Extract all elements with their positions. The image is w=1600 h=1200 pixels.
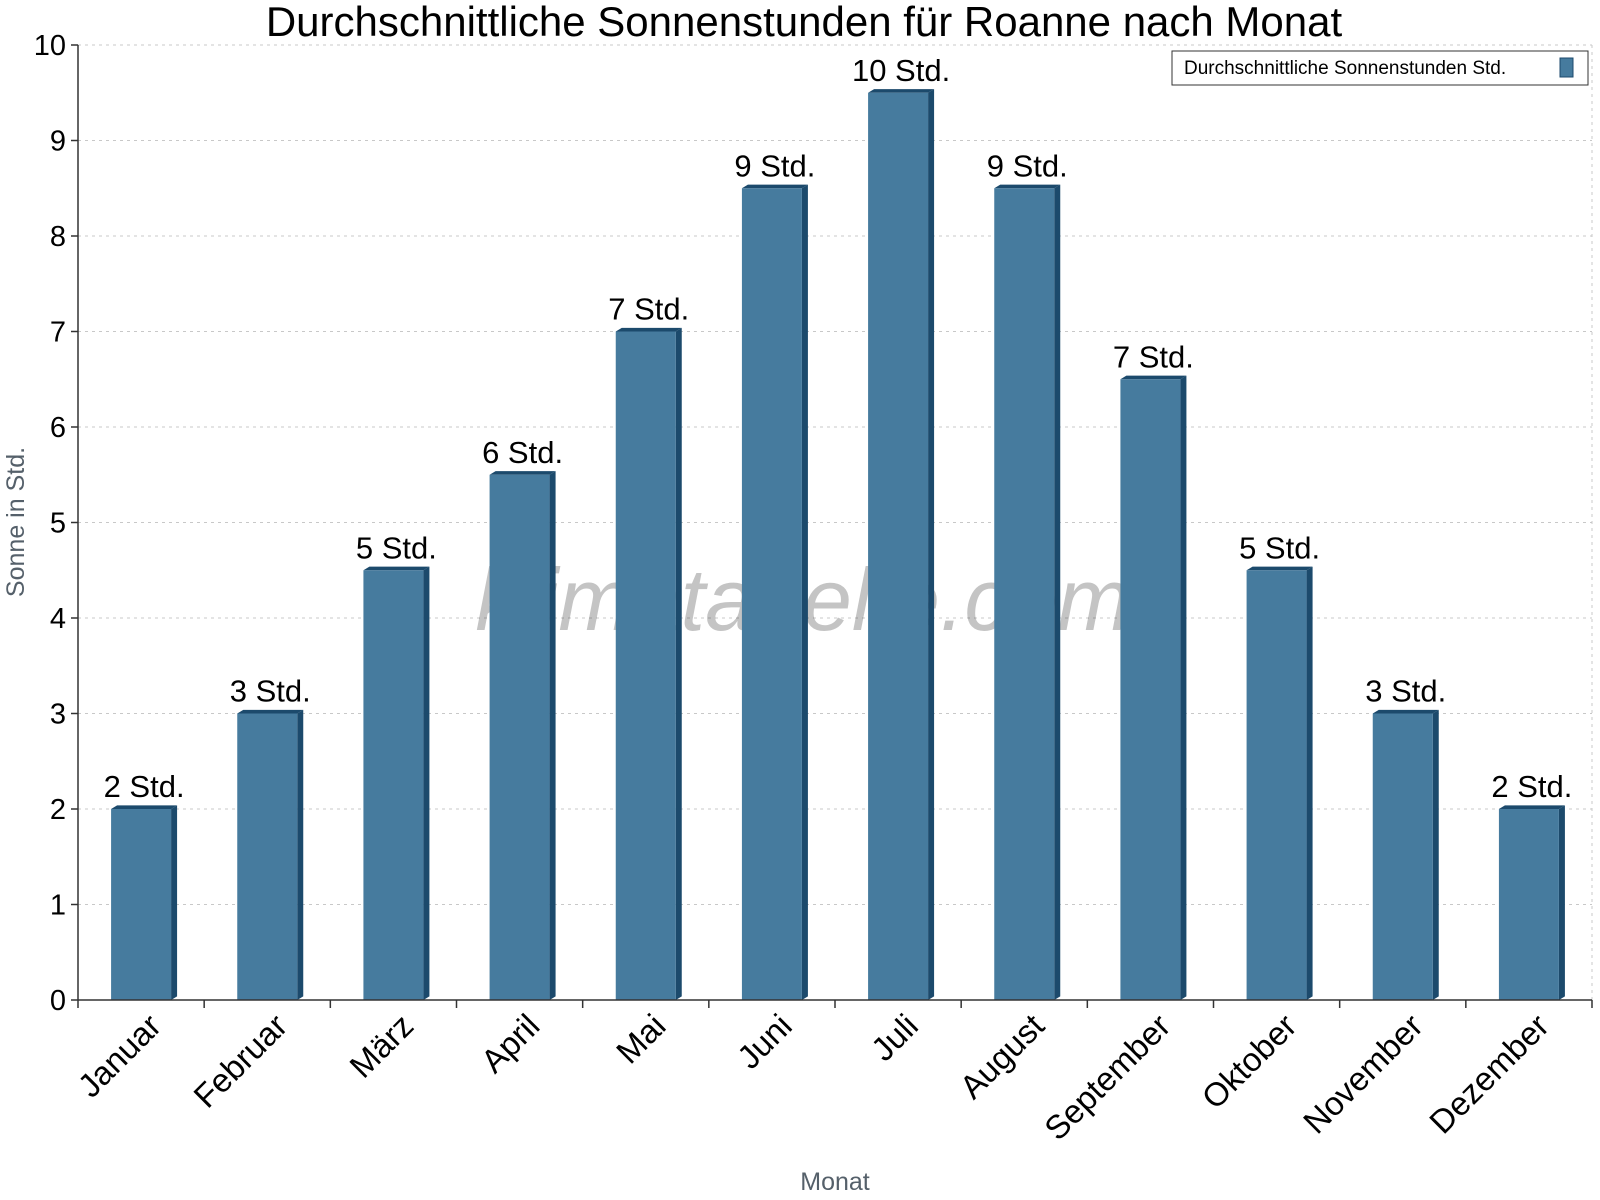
y-tick-label: 5 <box>50 508 66 540</box>
y-tick-label: 6 <box>50 412 66 444</box>
bar-side <box>1180 375 1187 1000</box>
bar-top <box>741 184 808 189</box>
y-tick-label: 7 <box>50 317 66 349</box>
x-axis-title: Monat <box>800 1168 870 1196</box>
data-label: 2 Std. <box>1491 769 1572 804</box>
data-label: 3 Std. <box>230 674 311 709</box>
x-tick-label: September <box>1037 1007 1177 1147</box>
x-tick-label: November <box>1296 1007 1430 1141</box>
data-label: 6 Std. <box>482 435 563 470</box>
bar-februar: 3 Std. <box>230 674 311 1000</box>
bar-front <box>1372 713 1433 1000</box>
data-label: 9 Std. <box>734 148 815 183</box>
y-tick-label: 2 <box>50 794 66 826</box>
y-axis-title: Sonne in Std. <box>2 447 30 597</box>
bar-front <box>615 331 676 1000</box>
bar-side <box>928 89 935 1000</box>
data-label: 7 Std. <box>1113 339 1194 374</box>
bar-top <box>1246 566 1313 571</box>
bar-front <box>111 809 172 1000</box>
legend-box <box>1171 50 1589 86</box>
bar-september: 7 Std. <box>1113 339 1194 1000</box>
bar-front <box>1120 379 1181 1000</box>
x-tick-label: März <box>342 1007 420 1085</box>
legend-swatch <box>1559 57 1574 78</box>
bars: 2 Std. 3 Std. 5 Std. 6 Std. 7 Std. 9 Std. 10 S… <box>104 53 1572 1000</box>
bar-side <box>171 805 178 1000</box>
gridlines <box>78 44 1593 1000</box>
bar-front <box>741 188 802 1000</box>
bar-top <box>615 327 682 332</box>
bar-mai: 7 Std. <box>608 292 689 1000</box>
bar-oktober: 5 Std. <box>1239 530 1320 1000</box>
bar-top <box>1498 805 1565 809</box>
x-tick-label: Juli <box>864 1007 925 1068</box>
legend: Durchschnittliche Sonnenstunden Std. <box>1171 50 1589 86</box>
bar-front <box>363 570 424 1000</box>
bar-side <box>1306 566 1313 1000</box>
data-label: 2 Std. <box>104 769 185 804</box>
bar-front <box>1498 809 1559 1000</box>
bar-dezember: 2 Std. <box>1491 769 1572 1000</box>
bar-top <box>489 471 556 475</box>
bar-top <box>994 184 1061 189</box>
y-tick-label: 8 <box>50 221 66 253</box>
y-tick-label: 10 <box>34 30 66 62</box>
x-tick-label: August <box>952 1007 1051 1106</box>
bar-top <box>111 805 178 809</box>
y-tick-label: 4 <box>50 603 66 635</box>
bar-april: 6 Std. <box>482 435 563 1000</box>
y-tick-label: 9 <box>50 126 66 158</box>
bar-juni: 9 Std. <box>734 148 815 1000</box>
y-tick-label: 3 <box>50 699 66 731</box>
bar-front <box>489 474 550 1000</box>
bar-top <box>1372 709 1439 714</box>
chart-title: Durchschnittliche Sonnenstunden für Roan… <box>266 0 1343 45</box>
data-label: 5 Std. <box>356 530 437 565</box>
y-tick-label: 0 <box>50 985 66 1017</box>
bar-top <box>363 566 430 571</box>
bar-side <box>801 184 808 1000</box>
bar-side <box>675 327 682 1000</box>
legend-entry-label: Durchschnittliche Sonnenstunden Std. <box>1184 58 1506 79</box>
bar-januar: 2 Std. <box>104 769 185 1000</box>
data-label: 7 Std. <box>608 292 689 327</box>
x-tick-label: Mai <box>609 1007 673 1071</box>
data-label: 5 Std. <box>1239 530 1320 565</box>
bar-side <box>1054 184 1061 1000</box>
bar-november: 3 Std. <box>1365 674 1446 1000</box>
bar-side <box>423 566 430 1000</box>
bar-front <box>868 92 929 1000</box>
bar-side <box>549 471 556 1000</box>
data-label: 10 Std. <box>852 53 950 88</box>
bar-august: 9 Std. <box>987 148 1068 1000</box>
bar-märz: 5 Std. <box>356 530 437 1000</box>
bar-side <box>297 709 304 1000</box>
bar-front <box>237 713 298 1000</box>
x-tick-label: Januar <box>71 1007 169 1105</box>
bar-side <box>1432 709 1439 1000</box>
bar-front <box>994 188 1055 1000</box>
bar-top <box>1120 375 1187 380</box>
bar-top <box>868 89 935 93</box>
bar-juli: 10 Std. <box>852 53 950 1000</box>
bar-top <box>237 709 304 714</box>
x-tick-label: Juni <box>730 1007 799 1076</box>
y-tick-label: 1 <box>50 890 66 922</box>
data-label: 9 Std. <box>987 148 1068 183</box>
x-tick-label: Februar <box>186 1007 294 1115</box>
x-tick-label: April <box>474 1007 547 1080</box>
bar-front <box>1246 570 1307 1000</box>
x-tick-label: Oktober <box>1194 1007 1303 1116</box>
x-tick-label: Dezember <box>1422 1007 1556 1141</box>
bar-side <box>1558 805 1565 1000</box>
data-label: 3 Std. <box>1365 674 1446 709</box>
